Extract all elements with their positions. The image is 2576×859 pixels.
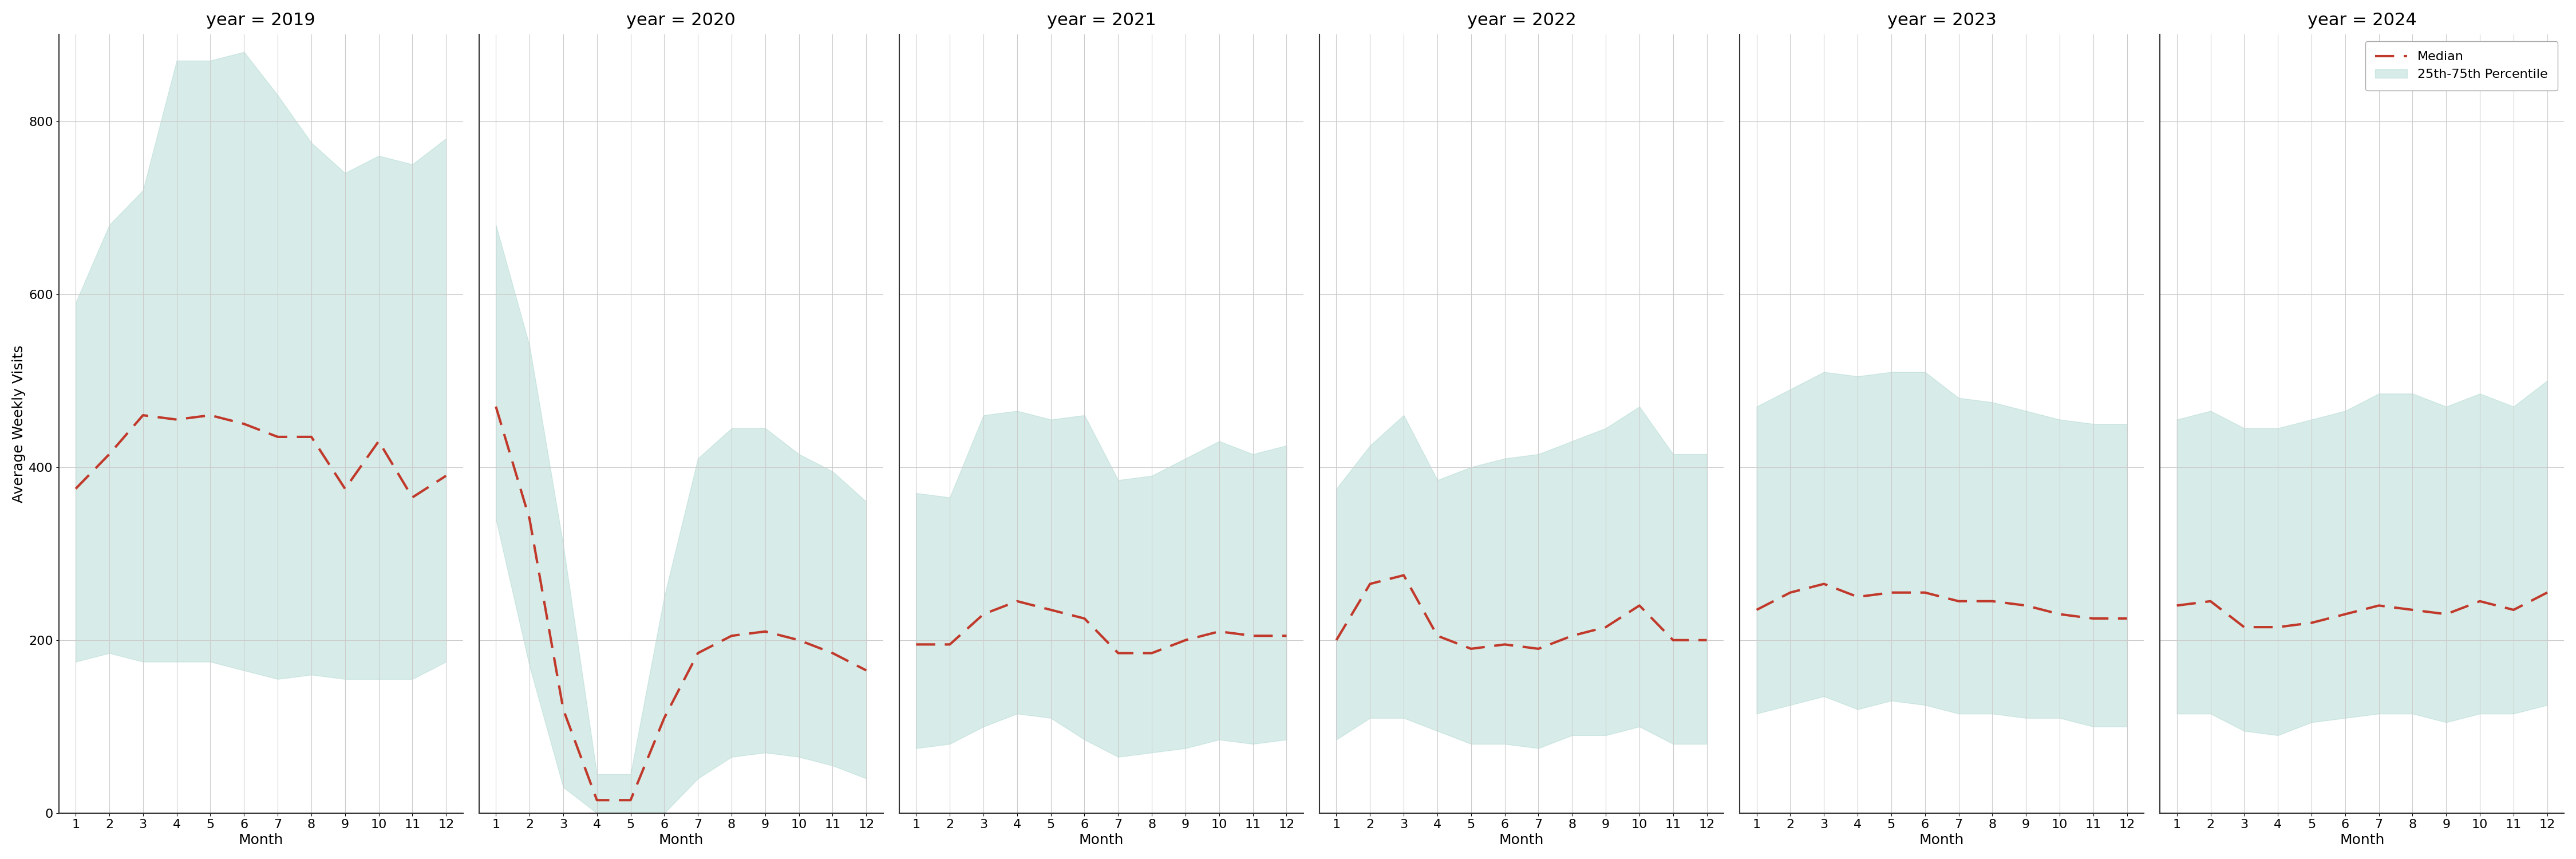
Legend: Median, 25th-75th Percentile: Median, 25th-75th Percentile (2365, 41, 2558, 91)
Median (582, 795, 613, 805)
Median (1775, 588, 1806, 598)
Median (229, 418, 260, 429)
Median (2112, 613, 2143, 624)
Median (1455, 643, 1486, 654)
X-axis label: Month: Month (1919, 833, 1965, 847)
Median (482, 401, 513, 411)
Median (750, 626, 781, 637)
Median (902, 639, 933, 649)
Title: year = 2024: year = 2024 (2308, 12, 2416, 28)
Median (2499, 605, 2530, 615)
Line: Median: Median (1757, 584, 2128, 618)
Median (2465, 596, 2496, 606)
Median (330, 484, 361, 494)
Median (2161, 600, 2192, 611)
Median (1741, 605, 1772, 615)
Median (1489, 639, 1520, 649)
Median (397, 492, 428, 503)
Median (1842, 592, 1873, 602)
Median (1170, 635, 1200, 645)
Median (363, 436, 394, 447)
X-axis label: Month: Month (1079, 833, 1123, 847)
X-axis label: Month: Month (240, 833, 283, 847)
Median (2009, 600, 2040, 611)
Median (2532, 588, 2563, 598)
Median (1103, 648, 1133, 658)
Median (1388, 570, 1419, 581)
Median (1875, 588, 1906, 598)
Median (850, 665, 881, 675)
Median (2432, 609, 2463, 619)
Median (549, 704, 580, 715)
Median (2079, 613, 2110, 624)
Median (1136, 648, 1167, 658)
Median (1270, 631, 1301, 641)
Median (1069, 613, 1100, 624)
Median (2398, 605, 2429, 615)
Median (129, 410, 160, 420)
Title: year = 2019: year = 2019 (206, 12, 314, 28)
Median (59, 484, 90, 494)
Median (263, 432, 294, 442)
Line: Median: Median (75, 415, 446, 497)
X-axis label: Month: Month (659, 833, 703, 847)
Median (430, 471, 461, 481)
Median (1321, 635, 1352, 645)
X-axis label: Month: Month (2339, 833, 2385, 847)
Median (1556, 631, 1587, 641)
Median (616, 795, 647, 805)
Median (1522, 643, 1553, 654)
Median (1203, 626, 1234, 637)
Median (93, 449, 124, 460)
Median (817, 648, 848, 658)
Median (1909, 588, 1940, 598)
Title: year = 2020: year = 2020 (626, 12, 737, 28)
Median (515, 514, 546, 524)
Median (2329, 609, 2360, 619)
Median (649, 713, 680, 723)
Median (783, 635, 814, 645)
Median (1422, 631, 1453, 641)
X-axis label: Month: Month (1499, 833, 1543, 847)
Median (1656, 635, 1687, 645)
Median (2262, 622, 2293, 632)
Line: Median: Median (2177, 593, 2548, 627)
Median (2195, 596, 2226, 606)
Median (296, 432, 327, 442)
Median (1355, 579, 1386, 589)
Median (196, 410, 227, 420)
Median (683, 648, 714, 658)
Median (162, 414, 193, 424)
Title: year = 2023: year = 2023 (1888, 12, 1996, 28)
Line: Median: Median (497, 406, 866, 800)
Title: year = 2021: year = 2021 (1046, 12, 1157, 28)
Median (1236, 631, 1267, 641)
Median (1808, 579, 1839, 589)
Median (1692, 635, 1723, 645)
Median (2295, 618, 2326, 628)
Median (716, 631, 747, 641)
Median (1623, 600, 1654, 611)
Median (2362, 600, 2393, 611)
Y-axis label: Average Weekly Visits: Average Weekly Visits (13, 345, 26, 503)
Median (1589, 622, 1620, 632)
Median (1002, 596, 1033, 606)
Median (969, 609, 999, 619)
Line: Median: Median (1337, 576, 1708, 649)
Median (1036, 605, 1066, 615)
Median (2228, 622, 2259, 632)
Median (1976, 596, 2007, 606)
Median (1942, 596, 1973, 606)
Median (2045, 609, 2076, 619)
Line: Median: Median (917, 601, 1285, 653)
Median (935, 639, 966, 649)
Title: year = 2022: year = 2022 (1466, 12, 1577, 28)
